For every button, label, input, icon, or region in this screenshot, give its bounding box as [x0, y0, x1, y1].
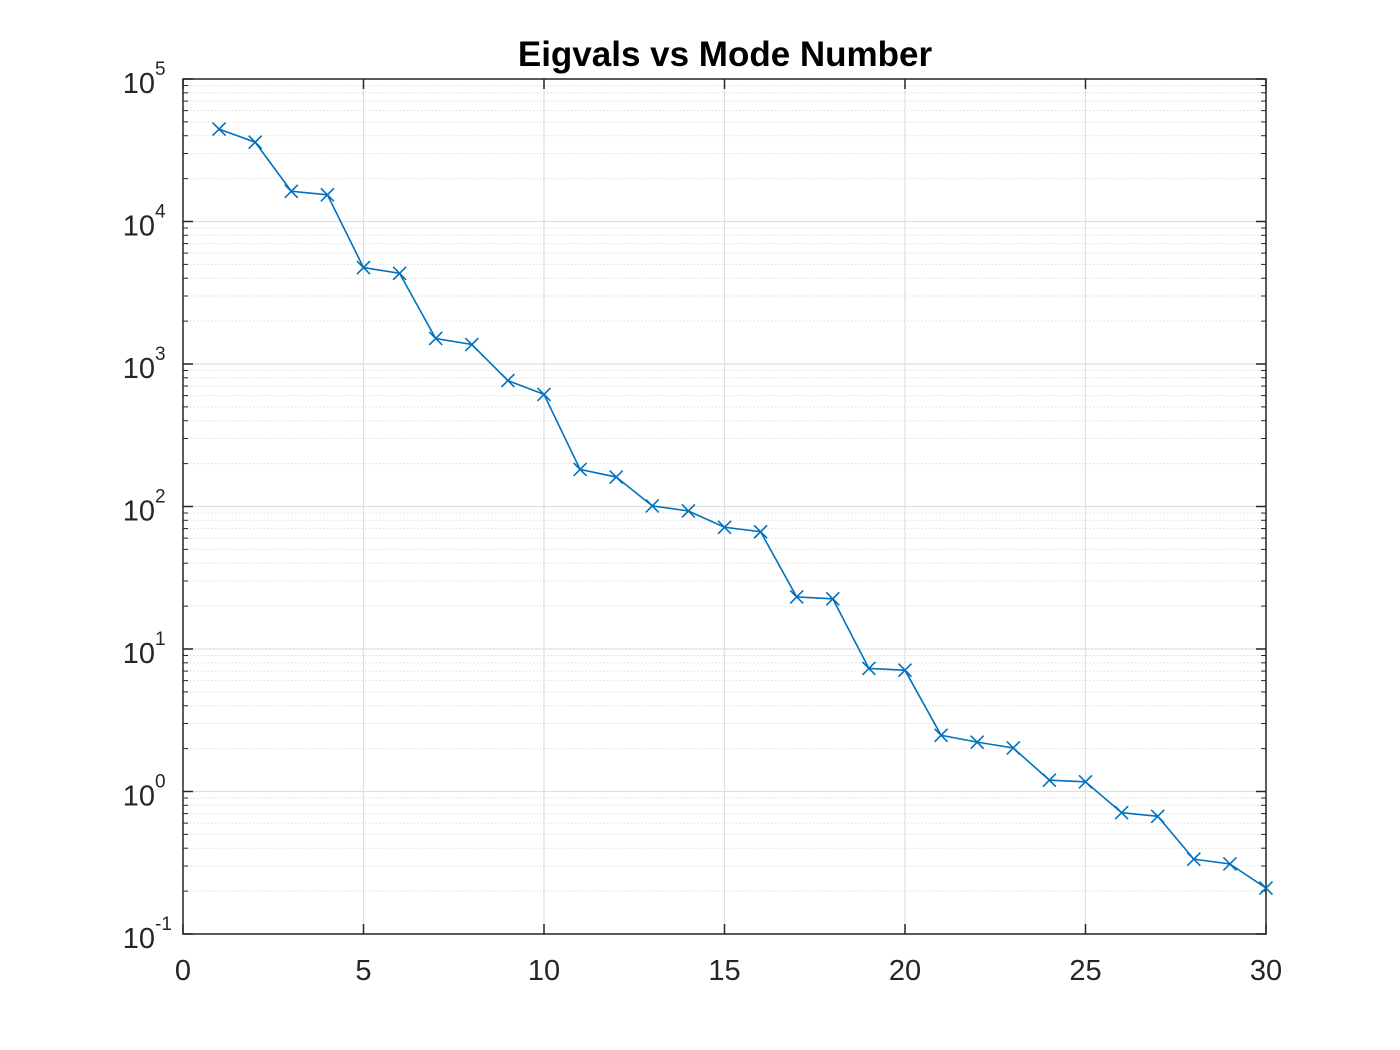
data-point-marker — [1006, 740, 1021, 756]
y-tick-base: 10 — [123, 353, 155, 385]
y-tick-label: 10 5 — [123, 59, 166, 100]
data-point-marker — [1114, 805, 1129, 820]
data-point-marker — [1186, 852, 1201, 867]
y-tick-label: 10 4 — [123, 202, 166, 243]
x-tick-label: 10 — [528, 955, 560, 987]
chart-title: Eigvals vs Mode Number — [518, 35, 933, 74]
y-tick-base: 10 — [123, 923, 155, 955]
data-point-marker — [573, 462, 588, 477]
data-point-marker — [284, 184, 299, 199]
x-tick-label: 0 — [175, 955, 191, 987]
y-tick-exponent: 5 — [155, 59, 166, 80]
data-point-marker — [428, 331, 443, 346]
axis-ticks — [182, 78, 1267, 935]
data-point-marker — [789, 589, 804, 604]
y-tick-exponent: 0 — [155, 772, 166, 793]
data-point-marker — [536, 387, 552, 402]
data-point-marker — [861, 661, 876, 676]
y-tick-base: 10 — [123, 496, 155, 528]
y-tick-label: 10 1 — [123, 629, 166, 670]
y-tick-exponent: -1 — [155, 914, 172, 935]
y-tick-exponent: 2 — [155, 487, 166, 508]
data-point-marker — [1258, 881, 1274, 896]
y-tick-label: 10 3 — [123, 344, 166, 385]
x-tick-label: 20 — [889, 955, 921, 987]
data-point-marker — [717, 520, 732, 535]
x-tick-labels: 0 5 10 15 20 25 30 — [175, 955, 1282, 987]
x-tick-label: 30 — [1250, 955, 1282, 987]
data-point-marker — [356, 260, 371, 275]
data-point-marker — [320, 187, 335, 202]
y-tick-label: 10 2 — [123, 487, 166, 528]
data-point-marker — [609, 469, 624, 485]
data-point-marker — [392, 266, 407, 281]
data-point-marker — [645, 498, 660, 513]
data-point-marker — [500, 373, 515, 388]
y-tick-label: 10 0 — [123, 772, 166, 813]
data-point-marker — [248, 135, 263, 150]
data-point-marker — [212, 122, 227, 137]
data-point-marker — [1150, 809, 1165, 824]
y-tick-base: 10 — [123, 638, 155, 670]
data-point-marker — [1078, 774, 1093, 789]
y-tick-exponent: 1 — [155, 629, 166, 650]
y-tick-base: 10 — [123, 781, 155, 813]
series-eigvals — [212, 122, 1274, 896]
y-tick-exponent: 4 — [155, 202, 166, 223]
data-point-marker — [1042, 773, 1057, 788]
x-tick-label: 25 — [1069, 955, 1101, 987]
x-tick-label: 15 — [708, 955, 740, 987]
data-point-marker — [753, 524, 768, 539]
y-tick-exponent: 3 — [155, 344, 166, 365]
grid-lines — [182, 78, 1267, 935]
y-tick-base: 10 — [123, 68, 155, 100]
data-point-marker — [970, 735, 985, 750]
data-point-marker — [934, 728, 949, 743]
data-point-marker — [681, 503, 696, 519]
x-tick-label: 5 — [355, 955, 371, 987]
data-point-marker — [897, 663, 913, 678]
data-point-marker — [464, 337, 479, 352]
series-line — [218, 128, 1267, 889]
data-point-marker — [825, 591, 840, 606]
y-tick-label: 10 -1 — [123, 914, 172, 955]
y-tick-base: 10 — [123, 211, 155, 243]
data-point-marker — [1222, 856, 1237, 872]
